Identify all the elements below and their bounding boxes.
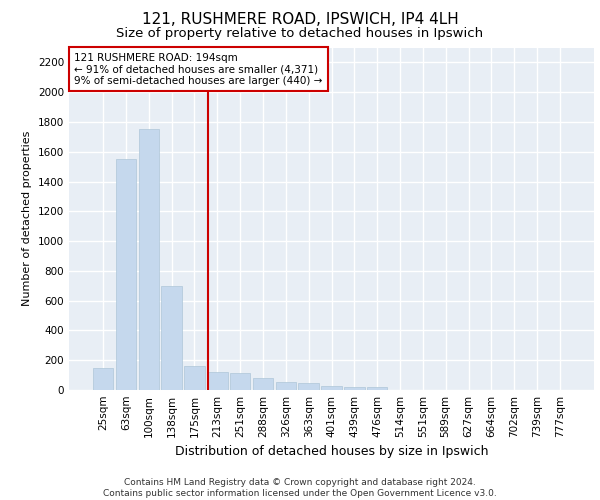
Bar (230, 373, 250, 390)
Bar (275, 382, 296, 390)
Bar (253, 378, 273, 390)
Bar (344, 387, 365, 390)
Bar (367, 387, 388, 390)
Y-axis label: Number of detached properties: Number of detached properties (22, 131, 32, 306)
Bar (116, 159, 136, 390)
Bar (139, 130, 159, 390)
Text: Contains HM Land Registry data © Crown copyright and database right 2024.
Contai: Contains HM Land Registry data © Crown c… (103, 478, 497, 498)
X-axis label: Distribution of detached houses by size in Ipswich: Distribution of detached houses by size … (175, 446, 488, 458)
Bar (184, 366, 205, 390)
Bar (298, 384, 319, 390)
Text: 121, RUSHMERE ROAD, IPSWICH, IP4 4LH: 121, RUSHMERE ROAD, IPSWICH, IP4 4LH (142, 12, 458, 26)
Bar (207, 372, 227, 390)
Text: Size of property relative to detached houses in Ipswich: Size of property relative to detached ho… (116, 28, 484, 40)
Bar (93, 368, 113, 390)
Bar (321, 386, 342, 390)
Bar (161, 286, 182, 390)
Text: 121 RUSHMERE ROAD: 194sqm
← 91% of detached houses are smaller (4,371)
9% of sem: 121 RUSHMERE ROAD: 194sqm ← 91% of detac… (74, 52, 323, 86)
